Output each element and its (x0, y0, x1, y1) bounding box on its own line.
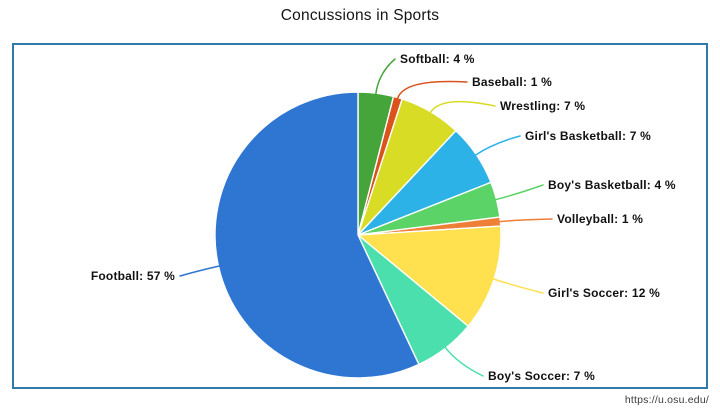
slice-label-boy-s-basketball: Boy's Basketball: 4 % (548, 178, 676, 192)
leader-line-girl-s-soccer (492, 278, 544, 294)
chart-title: Concussions in Sports (280, 7, 440, 24)
slice-label-football: Football: 57 % (91, 269, 175, 283)
leader-line-football (179, 265, 221, 277)
leader-line-baseball (396, 80, 468, 100)
slice-label-volleyball: Volleyball: 1 % (557, 212, 643, 226)
source-url: https://u.osu.edu/ (624, 394, 709, 406)
leader-line-boy-s-soccer (444, 346, 484, 377)
slice-label-girl-s-soccer: Girl's Soccer: 12 % (548, 286, 660, 300)
leader-line-softball (375, 58, 396, 95)
slice-label-baseball: Baseball: 1 % (472, 75, 552, 89)
slice-label-boy-s-soccer: Boy's Soccer: 7 % (488, 369, 595, 383)
slice-label-softball: Softball: 4 % (400, 52, 475, 66)
slice-label-girl-s-basketball: Girl's Basketball: 7 % (525, 129, 651, 143)
leader-line-boy-s-basketball (494, 184, 544, 201)
slice-label-wrestling: Wrestling: 7 % (500, 99, 585, 113)
leader-line-wrestling (429, 100, 496, 114)
leader-line-girl-s-basketball (474, 135, 521, 156)
leader-line-volleyball (498, 218, 553, 223)
